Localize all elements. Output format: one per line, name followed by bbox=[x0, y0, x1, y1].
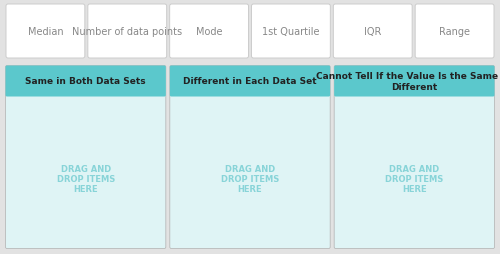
Text: DRAG AND
DROP ITEMS
HERE: DRAG AND DROP ITEMS HERE bbox=[221, 164, 279, 194]
FancyBboxPatch shape bbox=[170, 66, 330, 97]
Text: Range: Range bbox=[439, 27, 470, 37]
FancyBboxPatch shape bbox=[6, 66, 166, 248]
Text: DRAG AND
DROP ITEMS
HERE: DRAG AND DROP ITEMS HERE bbox=[56, 164, 115, 194]
Text: IQR: IQR bbox=[364, 27, 382, 37]
Text: 1st Quartile: 1st Quartile bbox=[262, 27, 320, 37]
FancyBboxPatch shape bbox=[88, 5, 166, 59]
FancyBboxPatch shape bbox=[252, 5, 330, 59]
Text: DRAG AND
DROP ITEMS
HERE: DRAG AND DROP ITEMS HERE bbox=[385, 164, 444, 194]
FancyBboxPatch shape bbox=[170, 66, 330, 248]
FancyBboxPatch shape bbox=[334, 5, 412, 59]
FancyBboxPatch shape bbox=[170, 5, 248, 59]
FancyBboxPatch shape bbox=[415, 5, 494, 59]
FancyBboxPatch shape bbox=[6, 5, 85, 59]
Text: Same in Both Data Sets: Same in Both Data Sets bbox=[26, 77, 146, 86]
FancyBboxPatch shape bbox=[6, 66, 166, 97]
FancyBboxPatch shape bbox=[334, 66, 494, 97]
Bar bbox=[8, 92, 164, 97]
Text: Mode: Mode bbox=[196, 27, 222, 37]
FancyBboxPatch shape bbox=[334, 66, 494, 248]
Text: Median: Median bbox=[28, 27, 63, 37]
Text: Number of data points: Number of data points bbox=[72, 27, 182, 37]
Bar bbox=[336, 92, 492, 97]
Text: Cannot Tell If the Value Is the Same or
Different: Cannot Tell If the Value Is the Same or … bbox=[316, 72, 500, 91]
Text: Different in Each Data Set: Different in Each Data Set bbox=[183, 77, 317, 86]
Bar bbox=[172, 92, 328, 97]
